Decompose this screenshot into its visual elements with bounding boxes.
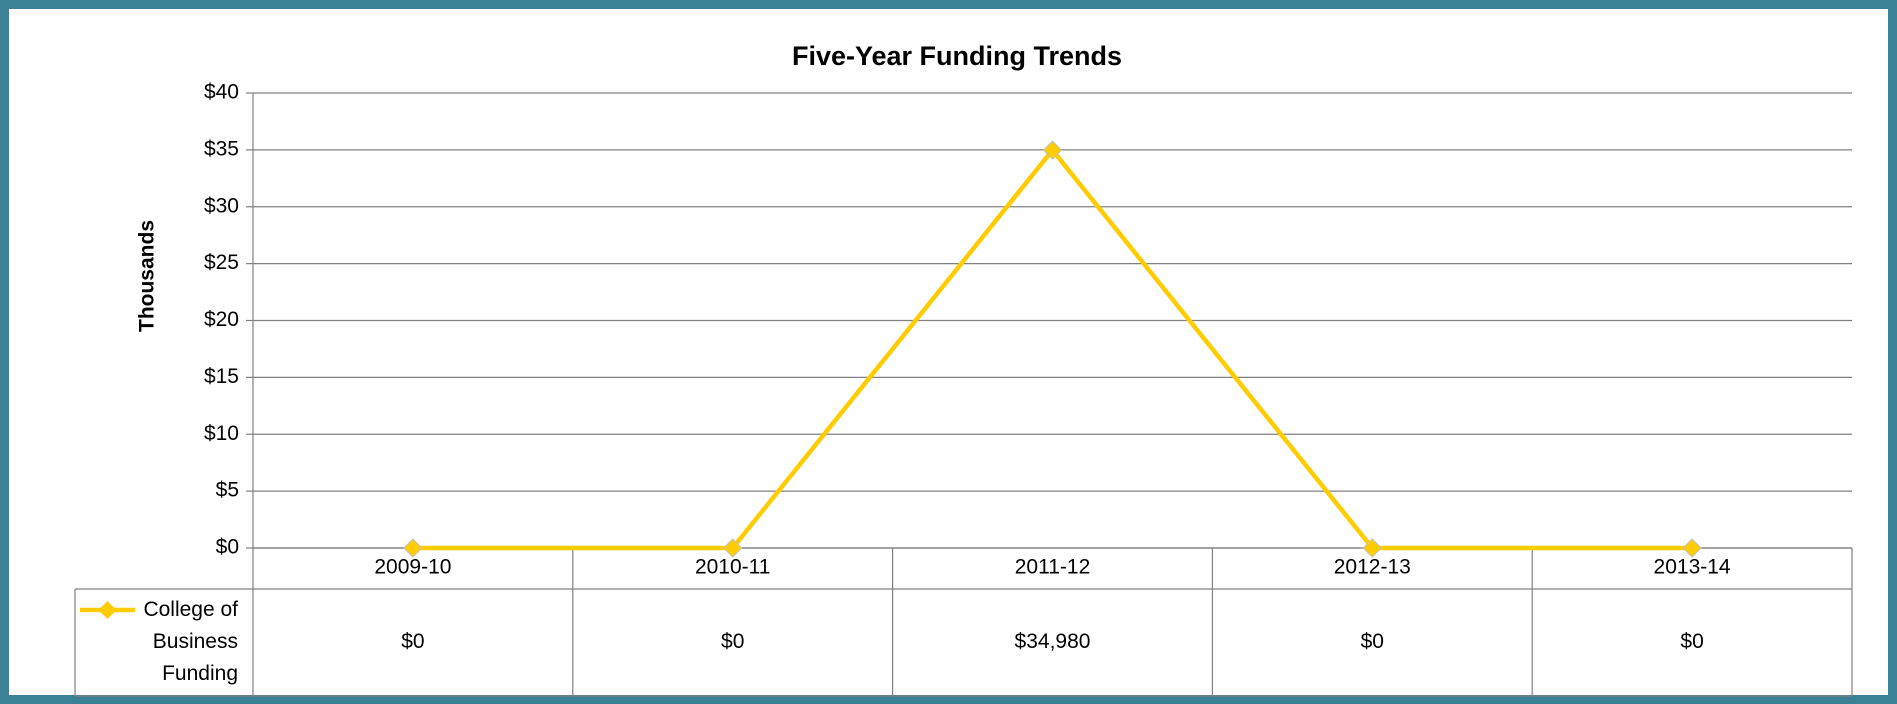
y-axis-label: Thousands: [136, 220, 159, 332]
y-tick-label: $0: [216, 536, 239, 559]
line-marker: [722, 538, 743, 558]
y-tick-label: $35: [204, 137, 239, 160]
y-tick-label: $5: [216, 479, 239, 502]
chart-title: Five-Year Funding Trends: [792, 41, 1122, 71]
y-tick-label: $20: [204, 308, 239, 331]
x-tick-label: 2013-14: [1654, 556, 1731, 579]
x-tick-label: 2009-10: [374, 556, 451, 579]
data-table-value: $0: [1361, 630, 1384, 653]
y-tick-label: $10: [204, 422, 239, 445]
line-marker: [1042, 140, 1063, 160]
line-marker: [403, 538, 423, 558]
y-tick-label: $15: [204, 365, 239, 388]
y-tick-label: $30: [204, 194, 239, 217]
line-marker: [1362, 538, 1383, 558]
y-tick-label: $40: [204, 81, 239, 104]
x-tick-label: 2011-12: [1015, 556, 1091, 579]
line-series: [412, 146, 1693, 551]
data-table-value: $0: [1680, 630, 1703, 653]
data-table-value: $0: [401, 630, 424, 653]
data-table-value: $34,980: [1015, 630, 1091, 653]
line-marker: [1682, 538, 1702, 558]
legend-label: College of Business Funding: [143, 598, 238, 685]
data-table-value: $0: [721, 630, 744, 653]
y-tick-label: $25: [204, 251, 239, 274]
legend-marker: [98, 601, 117, 619]
x-tick-label: 2010-11: [695, 556, 771, 579]
x-tick-label: 2012-13: [1334, 556, 1411, 579]
